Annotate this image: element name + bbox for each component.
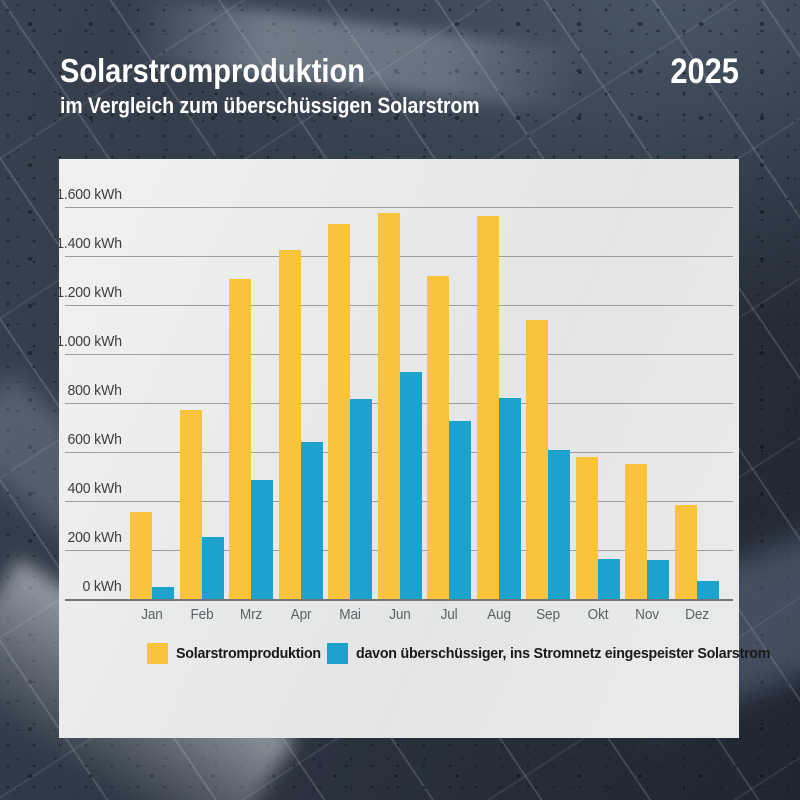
- x-axis-tick-label: Sep: [536, 607, 560, 623]
- production-bar-sep: [526, 319, 548, 599]
- production-bar-aug: [476, 215, 499, 599]
- x-axis-tick-label: Jul: [440, 607, 458, 623]
- chart-panel: 0 kWh 200 kWh 400 kWh 600 kWh 800 kWh 1.000 k…: [56, 159, 770, 738]
- production-bar-jun: [377, 213, 400, 599]
- production-bar-jul: [427, 275, 449, 599]
- surplus-bar-okt: [597, 558, 620, 599]
- surplus-bar-dez: [696, 580, 719, 599]
- y-axis-tick-label: 1.200 kWh: [56, 284, 122, 301]
- production-bar-jan: [130, 512, 152, 599]
- x-axis-tick-label: Mai: [339, 607, 361, 623]
- y-axis-tick-label: 400 kWh: [67, 480, 123, 497]
- surplus-bar-mai: [350, 399, 372, 599]
- gridline: [65, 207, 733, 208]
- surplus-bar-jan: [152, 586, 174, 599]
- x-axis-tick-label: Apr: [290, 607, 311, 623]
- x-axis-tick-label: Nov: [635, 607, 659, 623]
- x-axis-tick-label: Jan: [141, 607, 163, 623]
- y-axis-tick-label: 800 kWh: [67, 382, 123, 399]
- page-title: Solarstromproduktion: [60, 52, 365, 89]
- y-axis-tick-label: 600 kWh: [67, 431, 123, 448]
- production-bar-mrz: [229, 279, 251, 599]
- x-axis-tick-label: Aug: [486, 607, 511, 623]
- plot-area: 0 kWh 200 kWh 400 kWh 600 kWh 800 kWh 1.000 k…: [56, 159, 739, 738]
- production-bar-mai: [328, 224, 350, 599]
- y-axis-tick-label: 1.400 kWh: [56, 235, 122, 252]
- surplus-bar-nov: [647, 559, 669, 599]
- surplus-bar-apr: [300, 442, 323, 599]
- surplus-bar-feb: [201, 536, 224, 599]
- production-legend-label: Solarstromproduktion: [176, 645, 321, 662]
- surplus-bar-mrz: [251, 480, 273, 599]
- production-bar-dez: [674, 504, 697, 599]
- production-bar-nov: [625, 464, 647, 599]
- surplus-legend-swatch: [327, 643, 348, 664]
- x-axis-tick-label: Okt: [587, 607, 608, 623]
- production-bar-okt: [575, 456, 598, 599]
- x-axis-tick-label: Dez: [684, 607, 709, 623]
- y-axis-tick-label: 200 kWh: [67, 529, 123, 546]
- x-axis-tick-label: Feb: [190, 607, 213, 623]
- surplus-bar-aug: [498, 398, 521, 599]
- y-axis-tick-label: 1.000 kWh: [56, 333, 122, 350]
- x-axis-tick-label: Jun: [388, 607, 411, 623]
- page-subtitle: im Vergleich zum überschüssigen Solarstr…: [60, 93, 480, 118]
- production-legend-swatch: [147, 643, 168, 664]
- surplus-legend-label: davon überschüssiger, ins Stromnetz eing…: [356, 645, 771, 662]
- surplus-bar-jul: [449, 421, 471, 599]
- y-axis-tick-label: 0 kWh: [82, 578, 122, 595]
- x-axis-tick-label: Mrz: [239, 607, 263, 623]
- y-axis-tick-label: 1.600 kWh: [56, 186, 122, 203]
- surplus-bar-sep: [548, 449, 570, 599]
- x-axis-line: [65, 599, 733, 601]
- surplus-bar-jun: [399, 372, 422, 599]
- production-bar-feb: [179, 410, 202, 599]
- header: Solarstromproduktion im Vergleich zum üb…: [60, 54, 739, 117]
- production-bar-apr: [278, 249, 301, 599]
- year-label: 2025: [670, 52, 739, 91]
